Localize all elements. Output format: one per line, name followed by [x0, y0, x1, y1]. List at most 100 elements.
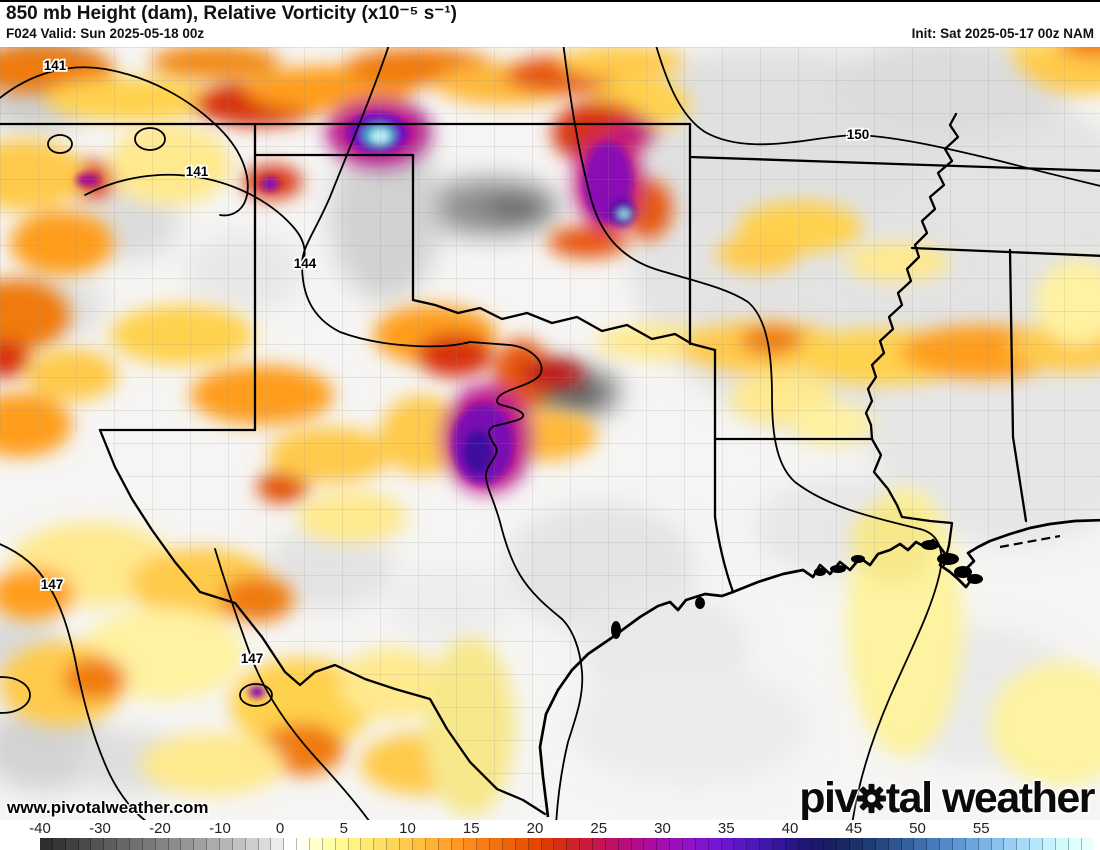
- contour-150: [655, 47, 1100, 187]
- colorbar-segment: [464, 838, 478, 850]
- colorbar-segment: [760, 838, 773, 850]
- colorbar-segment: [798, 838, 812, 850]
- contour-141-a: [0, 66, 249, 217]
- colorbar-segment: [914, 838, 928, 850]
- contour-label-144: 144: [294, 256, 317, 271]
- colorbar-segment: [1068, 838, 1082, 850]
- colorbar-tick-labels: -40 -30 -20 -10 0 5 10 15 20 25 30 35 40 45 50 55: [0, 820, 1100, 838]
- colorbar-segment: [644, 838, 658, 850]
- colorbar-segment: [425, 838, 439, 850]
- colorbar-tick-25: 25: [590, 820, 608, 837]
- colorbar-segment: [605, 838, 619, 850]
- contour-label-141: 141: [44, 58, 67, 73]
- colorbar-segment: [991, 838, 1005, 850]
- border-tennessee: [910, 246, 1100, 257]
- border-mississippi-river: [864, 112, 960, 441]
- contour-147-oval: [239, 683, 273, 707]
- colorbar-tick-0: 0: [275, 820, 285, 837]
- border-texas-louisiana: [713, 437, 735, 594]
- colorbar-segment: [117, 838, 131, 850]
- colorbar-segment: [1030, 838, 1044, 850]
- forecast-valid-time: F024 Valid: Sun 2025-05-18 00z: [6, 26, 205, 41]
- colorbar-tick-15: 15: [462, 820, 480, 837]
- gear-icon: [856, 783, 887, 814]
- colorbar-segment: [657, 838, 671, 850]
- colorbar-tick--30: -30: [89, 820, 111, 837]
- contour-labels: 141 141 144 147 147 150: [39, 56, 871, 668]
- colorbar-segment: [824, 838, 838, 850]
- colorbar-segment: [52, 838, 66, 850]
- colorbar-segment: [40, 838, 53, 850]
- colorbar-segment: [734, 838, 748, 850]
- colorbar-tick--40: -40: [29, 820, 51, 837]
- colorbar-segment: [104, 838, 118, 850]
- colorbar-segment: [1055, 838, 1069, 850]
- colorbar-segment: [284, 838, 298, 850]
- colorbar-segment: [978, 838, 992, 850]
- height-contours: [0, 47, 1100, 820]
- colorbar-tick-35: 35: [717, 820, 735, 837]
- colorbar-segment: [387, 838, 401, 850]
- colorbar-segment: [785, 838, 799, 850]
- colorbar-tick-45: 45: [845, 820, 863, 837]
- colorbar-segment: [361, 838, 375, 850]
- colorbar-segment: [181, 838, 195, 850]
- colorbar-segment: [477, 838, 491, 850]
- contour-147-oval: [0, 676, 31, 714]
- colorbar-tick-30: 30: [654, 820, 671, 837]
- model-init-time: Init: Sat 2025-05-17 00z NAM: [911, 26, 1094, 41]
- colorbar-segment: [682, 838, 696, 850]
- colorbar-segment: [155, 838, 169, 850]
- border-louisiana-mississippi: [870, 437, 954, 567]
- header: 850 mb Height (dam), Relative Vorticity …: [0, 2, 1100, 47]
- colorbar-gradient-strip: [40, 838, 1094, 850]
- colorbar-segment: [541, 838, 555, 850]
- colorbar-segment: [451, 838, 465, 850]
- colorbar-segment: [875, 838, 889, 850]
- colorbar-tick-55: 55: [972, 820, 990, 837]
- contour-141-oval: [134, 127, 166, 151]
- colorbar-segment: [850, 838, 863, 850]
- colorbar-segment: [142, 838, 156, 850]
- colorbar-segment: [1004, 838, 1018, 850]
- colorbar-segment: [1081, 838, 1094, 850]
- vorticity-map: 141 141 144 147 147 150: [0, 47, 1100, 820]
- colorbar-segment: [927, 838, 941, 850]
- contour-141-b: [84, 173, 306, 268]
- colorbar-tick-50: 50: [909, 820, 926, 837]
- contour-label-147: 147: [41, 577, 64, 592]
- logo-text-right: tal weather: [885, 774, 1096, 822]
- contour-label-141: 141: [186, 164, 209, 179]
- colorbar-segment: [953, 838, 966, 850]
- colorbar-segment: [888, 838, 902, 850]
- colorbar: -40 -30 -20 -10 0 5 10 15 20 25 30 35 40 45 50 55: [0, 820, 1100, 850]
- barrier-islands: [999, 534, 1061, 549]
- colorbar-segment: [168, 838, 182, 850]
- colorbar-tick-5: 5: [339, 820, 348, 837]
- logo-text-left: piv: [799, 774, 858, 822]
- page-title: 850 mb Height (dam), Relative Vorticity …: [6, 3, 457, 24]
- colorbar-segment: [515, 838, 529, 850]
- colorbar-segment: [502, 838, 516, 850]
- colorbar-tick-10: 10: [399, 820, 416, 837]
- colorbar-segment: [721, 838, 735, 850]
- colorbar-segment: [965, 838, 979, 850]
- colorbar-segment: [618, 838, 632, 850]
- colorbar-tick--20: -20: [149, 820, 171, 837]
- colorbar-segment: [901, 838, 915, 850]
- colorbar-segment: [374, 838, 388, 850]
- colorbar-segment: [837, 838, 851, 850]
- state-borders: [0, 112, 1100, 816]
- colorbar-segment: [708, 838, 722, 850]
- colorbar-segment: [1017, 838, 1031, 850]
- map-canvas: 141 141 144 147 147 150 www.pivotalweather.co…: [0, 47, 1100, 820]
- contour-141-oval: [47, 134, 73, 154]
- border-red-river: [411, 298, 717, 352]
- colorbar-segment: [91, 838, 105, 850]
- colorbar-segment: [811, 838, 825, 850]
- colorbar-segment: [335, 838, 349, 850]
- colorbar-segment: [348, 838, 362, 850]
- colorbar-segment: [65, 838, 79, 850]
- colorbar-segment: [130, 838, 143, 850]
